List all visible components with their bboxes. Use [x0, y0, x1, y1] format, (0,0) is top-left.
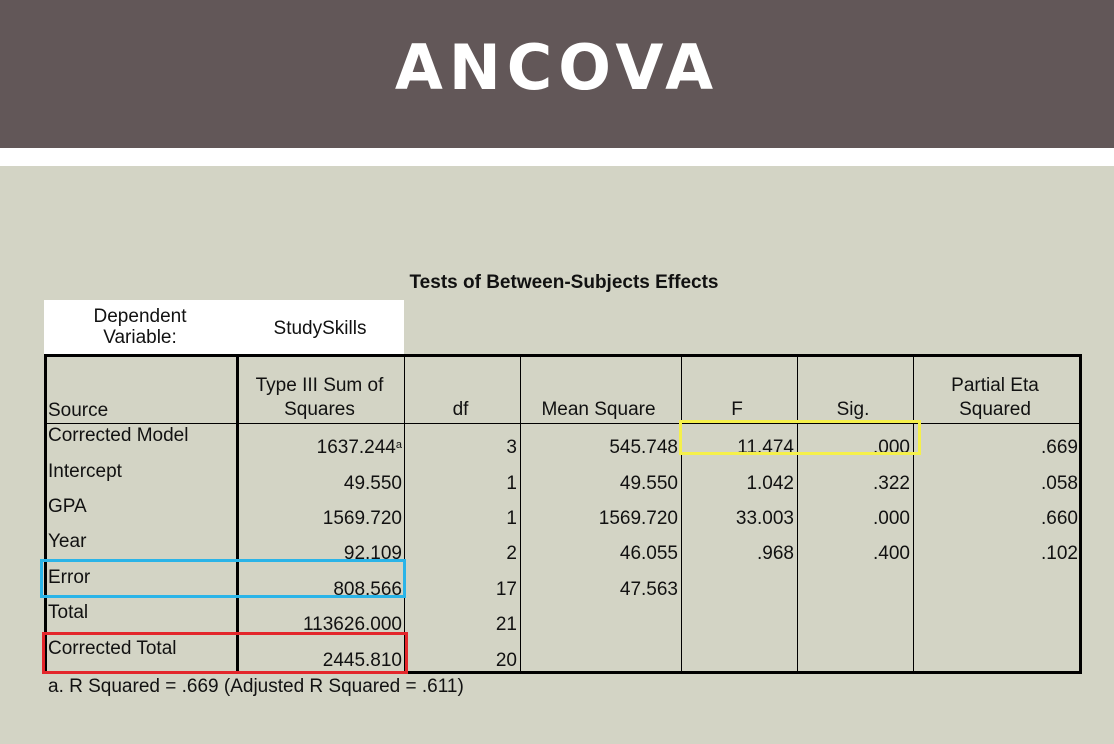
- cell-ss: 808.566: [333, 579, 402, 600]
- cell-source: GPA: [48, 496, 87, 517]
- cell-source: Error: [48, 567, 91, 588]
- cell-ss: 92.109: [343, 543, 402, 564]
- divider-strip: [0, 148, 1114, 166]
- cell-f: 33.003: [735, 508, 794, 529]
- header-sig: Sig.: [836, 399, 870, 420]
- cell-f: .968: [757, 543, 794, 564]
- cell-ss: 1637.244a: [237, 437, 402, 459]
- cell-ss: 49.550: [343, 473, 402, 494]
- cell-eta: .058: [1041, 473, 1078, 494]
- highlight-corrected-total-ss: [42, 632, 408, 674]
- cell-df: 20: [495, 650, 517, 671]
- cell-source: Intercept: [48, 461, 122, 482]
- header-f: F: [731, 399, 743, 420]
- cell-ms: 46.055: [619, 543, 678, 564]
- title-banner: ANCOVA: [0, 0, 1114, 148]
- cell-df: 21: [495, 614, 517, 635]
- column-divider: [913, 357, 914, 671]
- header-mean-square: Mean Square: [541, 399, 656, 420]
- cell-df: 1: [506, 508, 517, 529]
- cell-ss: 2445.810: [322, 650, 402, 671]
- slide-title: ANCOVA: [394, 30, 720, 104]
- table-footnote: a. R Squared = .669 (Adjusted R Squared …: [48, 676, 464, 697]
- cell-sig: .400: [873, 543, 910, 564]
- cell-ms: 47.563: [619, 579, 678, 600]
- anova-table: [44, 354, 1082, 674]
- cell-eta: .102: [1041, 543, 1078, 564]
- cell-source: Total: [48, 602, 89, 623]
- cell-source: Corrected Model: [48, 425, 189, 446]
- cell-ms: 1569.720: [598, 508, 678, 529]
- column-divider: [404, 357, 405, 671]
- header-source: Source: [48, 400, 109, 421]
- cell-ss: 113626.000: [303, 614, 402, 635]
- footnote-marker: a: [395, 439, 402, 451]
- highlight-error-ss: [40, 559, 406, 598]
- table-title: Tests of Between-Subjects Effects: [409, 272, 719, 293]
- header-sum-of-squares: Type III Sum of Squares: [255, 375, 384, 420]
- cell-eta: .669: [1041, 437, 1078, 458]
- column-divider: [520, 357, 521, 671]
- dependent-variable-value: StudySkills: [273, 318, 367, 339]
- column-divider: [236, 357, 239, 671]
- cell-ss-value: 1637.244: [316, 437, 396, 458]
- cell-df: 17: [495, 579, 517, 600]
- cell-ms: 545.748: [609, 437, 678, 458]
- cell-df: 2: [506, 543, 517, 564]
- column-divider: [797, 357, 798, 671]
- header-partial-eta-squared: Partial Eta Squared: [951, 375, 1039, 420]
- cell-sig: .322: [873, 473, 910, 494]
- cell-source: Corrected Total: [48, 638, 177, 659]
- column-divider: [681, 357, 682, 671]
- dependent-variable-box: Dependent Variable: StudySkills: [44, 300, 404, 354]
- dependent-variable-label: Dependent Variable:: [93, 306, 187, 348]
- cell-df: 3: [506, 437, 517, 458]
- cell-source: Year: [48, 531, 87, 552]
- highlight-f-sig: [679, 420, 921, 455]
- cell-ms: 49.550: [619, 473, 678, 494]
- header-divider: [47, 423, 1079, 424]
- cell-df: 1: [506, 473, 517, 494]
- cell-ss: 1569.720: [322, 508, 402, 529]
- header-df: df: [452, 399, 469, 420]
- cell-f: 1.042: [746, 473, 794, 494]
- cell-sig: .000: [873, 508, 910, 529]
- cell-eta: .660: [1041, 508, 1078, 529]
